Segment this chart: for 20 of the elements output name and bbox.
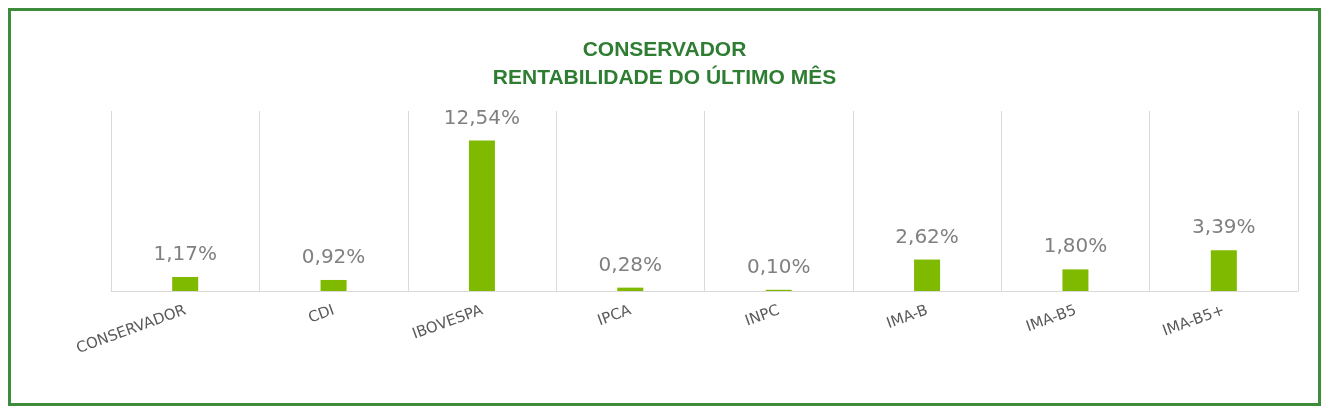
data-label: 1,17% (153, 240, 217, 265)
x-tick-label: INPC (742, 300, 782, 330)
x-tick-label: IPCA (595, 300, 635, 330)
bar (1210, 250, 1237, 291)
data-label: 0,28% (598, 251, 663, 276)
x-tick-label: CDI (305, 300, 337, 327)
x-tick-label: IMA-B (884, 300, 931, 332)
data-label: 12,54% (443, 104, 521, 129)
bar (172, 276, 199, 291)
bar (617, 287, 644, 291)
data-label: 3,39% (1192, 214, 1256, 239)
data-label: 2,62% (895, 223, 959, 248)
chart-title: CONSERVADOR RENTABILIDADE DO ÚLTIMO MÊS (492, 36, 837, 88)
bar (468, 140, 495, 291)
bar (320, 279, 347, 291)
data-label: 1,80% (1043, 233, 1108, 258)
data-label: 0,10% (746, 253, 811, 278)
bar (1062, 269, 1089, 291)
bar (914, 259, 941, 291)
data-label: 0,92% (301, 243, 366, 268)
